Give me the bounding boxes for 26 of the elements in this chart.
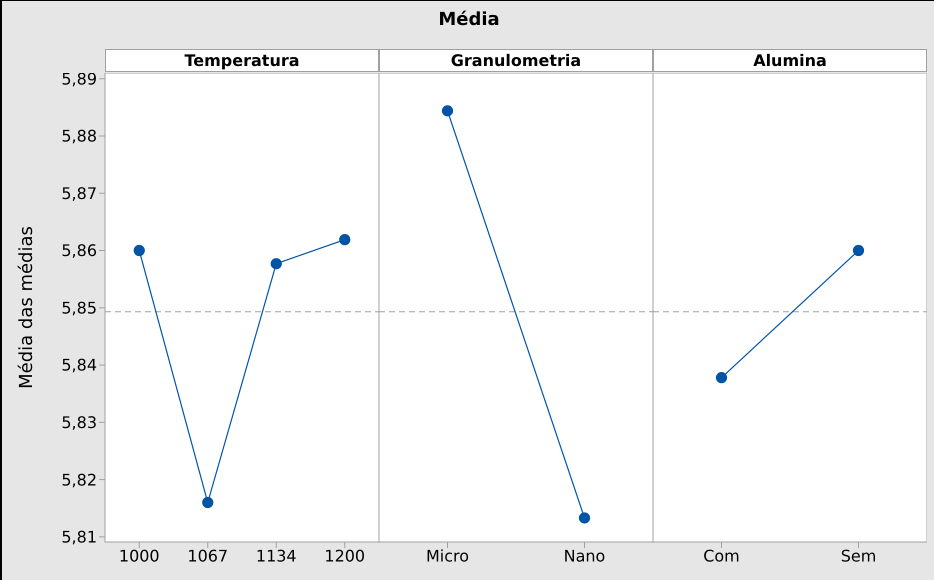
y-tick-label: 5,81 <box>61 528 97 547</box>
x-tick-label: 1067 <box>187 546 228 566</box>
chart-subtitle: Granulometria <box>379 49 653 72</box>
y-tick-label: 5,89 <box>61 69 97 88</box>
chart-subtitle: Temperatura <box>105 49 379 72</box>
x-tick-label: 1200 <box>324 546 366 566</box>
point <box>339 234 350 246</box>
y-tick-label: 5,84 <box>61 356 97 375</box>
point <box>134 244 145 256</box>
y-tick-label: 5,87 <box>61 184 97 203</box>
y-axis-title: Média das médias <box>16 226 37 389</box>
point <box>202 496 214 508</box>
x-tick-label: Com <box>703 546 740 566</box>
y-tick-label: 5,88 <box>61 126 97 146</box>
chart-title: Média <box>437 9 501 30</box>
x-tick-label: Sem <box>840 546 876 566</box>
y-tick-label: 5,83 <box>61 412 97 432</box>
point <box>270 258 282 270</box>
y-tick-label: 5,86 <box>61 241 97 260</box>
x-tick-label: Nano <box>564 546 606 566</box>
x-tick-label: Micro <box>426 546 470 566</box>
y-tick-label: 5,85 <box>61 298 97 318</box>
x-tick-label: 1134 <box>256 546 297 566</box>
chart-subtitle: Alumina <box>653 49 927 72</box>
y-tick-label: 5,82 <box>61 470 97 490</box>
x-tick-label: 1000 <box>118 546 160 566</box>
